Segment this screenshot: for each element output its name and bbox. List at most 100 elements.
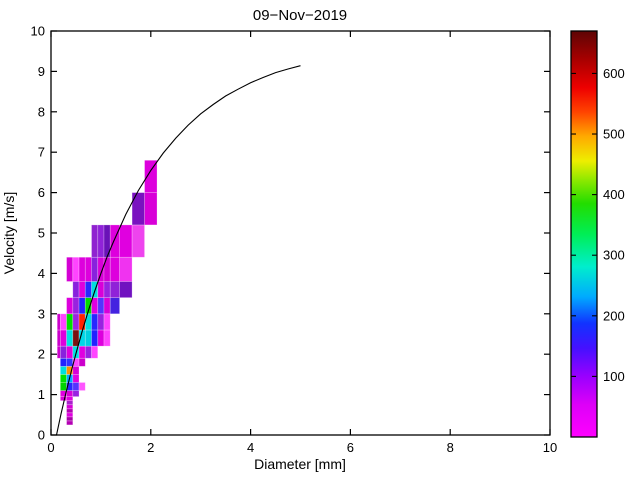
heatmap-cell	[59, 357, 67, 367]
heatmap-cell	[84, 256, 92, 282]
heatmap-cell	[97, 313, 105, 331]
heatmap-cell	[59, 374, 67, 383]
y-tick-label: 7	[38, 145, 45, 160]
y-tick-label: 3	[38, 306, 45, 321]
y-tick-label: 1	[38, 387, 45, 402]
heatmap-cell	[66, 420, 74, 426]
heatmap-cell	[59, 329, 67, 347]
heatmap-cell	[78, 345, 86, 359]
heatmap-cell	[78, 256, 86, 282]
heatmap-cell	[144, 159, 158, 193]
heatmap-cell	[66, 297, 74, 315]
x-tick-label: 2	[147, 440, 154, 455]
heatmap-cell	[97, 224, 105, 258]
x-tick-label: 6	[347, 440, 354, 455]
y-tick-label: 10	[31, 24, 45, 39]
heatmap-cell	[66, 313, 74, 331]
heatmap-cell	[91, 345, 99, 359]
heatmap-cell	[97, 297, 105, 315]
heatmap-cell	[66, 408, 74, 414]
heatmap-cell	[103, 297, 111, 315]
y-tick-label: 8	[38, 104, 45, 119]
heatmap-cell	[78, 297, 86, 315]
colorbar: 100 200 300 400 500 600	[570, 30, 625, 438]
heatmap-cell	[103, 281, 111, 298]
heatmap-cell	[72, 390, 80, 397]
heatmap-cell	[109, 256, 120, 282]
heatmap-cell	[66, 396, 74, 402]
heatmap-cell	[56, 329, 61, 347]
x-tick-label: 10	[543, 440, 557, 455]
heatmap-cell	[78, 382, 86, 391]
x-tick-label: 0	[47, 440, 54, 455]
heatmap-cell	[103, 329, 111, 347]
heatmap-cell	[66, 390, 74, 397]
heatmap-cell	[59, 396, 67, 402]
heatmap-cell	[109, 281, 120, 298]
heatmap-cell	[119, 256, 133, 282]
y-tick-label: 0	[38, 428, 45, 443]
colorbar-tick-label: 500	[603, 127, 625, 142]
heatmap-cell	[119, 224, 133, 258]
colorbar-box	[570, 30, 598, 438]
heatmap-cell	[66, 256, 74, 282]
heatmap-cell	[84, 345, 92, 359]
colorbar-tick-label: 600	[603, 66, 625, 81]
heatmap-cell	[72, 297, 80, 315]
colorbar-tick-label: 400	[603, 187, 625, 202]
heatmap-cell	[109, 224, 120, 258]
heatmap-cell	[97, 329, 105, 347]
heatmap-cell	[66, 400, 74, 406]
heatmap-cells	[56, 159, 158, 426]
heatmap-cell	[78, 357, 86, 367]
y-tick-label: 6	[38, 185, 45, 200]
heatmap-cell	[91, 281, 99, 298]
heatmap-cell	[59, 345, 67, 359]
y-axis: 0 1 2 3 4 5 6 7 8 9 10	[31, 24, 550, 443]
x-tick-label: 4	[247, 440, 254, 455]
heatmap-cell	[66, 345, 74, 359]
colorbar-gradient	[571, 31, 597, 437]
heatmap-cell	[97, 256, 105, 282]
heatmap-cell	[59, 382, 67, 391]
terminal-velocity-curve	[55, 65, 301, 436]
y-axis-label: Velocity [m/s]	[1, 192, 17, 274]
heatmap-cell	[144, 192, 158, 226]
heatmap-cell	[91, 329, 99, 347]
heatmap-cell	[119, 281, 133, 298]
heatmap-cell	[131, 224, 145, 258]
heatmap-cell	[66, 357, 74, 367]
heatmap-cell	[91, 256, 99, 282]
heatmap-cell	[66, 416, 74, 422]
y-tick-label: 9	[38, 64, 45, 79]
heatmap-cell	[72, 365, 80, 375]
heatmap-cell	[72, 313, 80, 331]
heatmap-cell	[109, 297, 120, 315]
heatmap-cell	[72, 281, 80, 298]
y-tick-label: 5	[38, 226, 45, 241]
heatmap-cell	[84, 281, 92, 298]
heatmap-cell	[91, 224, 99, 258]
chart-title: 09−Nov−2019	[253, 7, 347, 24]
heatmap-cell	[66, 412, 74, 418]
heatmap-cell	[103, 313, 111, 331]
heatmap-cell	[56, 313, 61, 331]
y-tick-label: 4	[38, 266, 45, 281]
heatmap-cell	[66, 329, 74, 347]
heatmap-cell	[97, 281, 105, 298]
heatmap-cell	[78, 313, 86, 331]
heatmap-cell	[72, 256, 80, 282]
heatmap-cell	[131, 192, 145, 226]
colorbar-tick-label: 100	[603, 369, 625, 384]
colorbar-tick-label: 200	[603, 308, 625, 323]
y-tick-label: 2	[38, 347, 45, 362]
heatmap-cell	[91, 313, 99, 331]
x-axis: 0 2 4 6 8 10	[47, 31, 557, 455]
heatmap-cell	[59, 313, 67, 331]
heatmap-cell	[84, 329, 92, 347]
heatmap-cell	[91, 297, 99, 315]
heatmap-cell	[72, 374, 80, 383]
heatmap-cell	[103, 256, 111, 282]
